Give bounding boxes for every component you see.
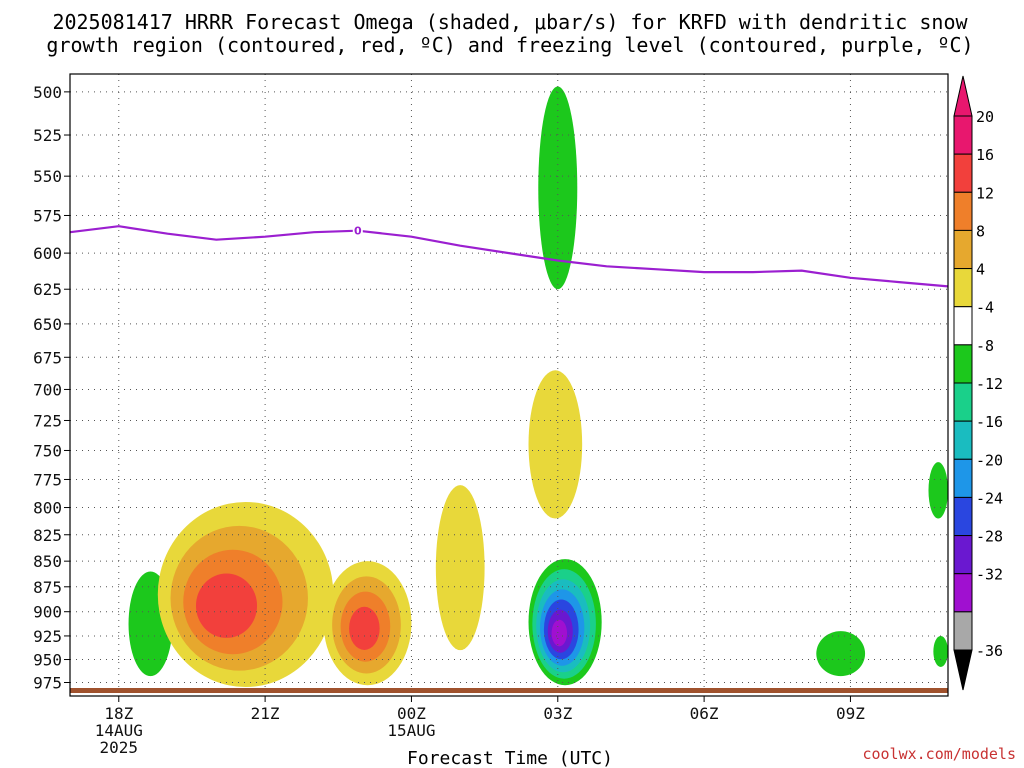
omega-band-4-0	[528, 370, 583, 519]
y-tick-label: 600	[33, 244, 62, 263]
chart-title-line2: growth region (contoured, red, ºC) and f…	[46, 33, 973, 57]
y-tick-label: 875	[33, 578, 62, 597]
omega-feature-6	[528, 559, 602, 686]
x-tick-label: 03Z	[543, 704, 572, 723]
colorbar-swatch	[953, 268, 973, 308]
omega-feature-1	[157, 501, 334, 688]
plot-area: 0	[69, 73, 949, 697]
colorbar-swatch	[953, 496, 973, 537]
omega-shading	[128, 86, 949, 688]
y-tick-label: 800	[33, 499, 62, 518]
colorbar-swatch	[953, 229, 973, 270]
colorbar: 20 16 12 8 4 -4 -8 -12 -16 -20 -24 -28 -32 -36	[953, 75, 1003, 691]
omega-feature-7	[928, 462, 948, 519]
omega-feature-8	[816, 631, 866, 677]
omega-band-2-3	[349, 606, 380, 650]
chart-title-line1: 2025081417 HRRR Forecast Omega (shaded, …	[52, 10, 968, 34]
colorbar-label: -12	[976, 375, 1003, 393]
omega-band-5-0	[538, 86, 578, 290]
ground-strip	[70, 688, 948, 693]
colorbar-swatch	[953, 611, 973, 651]
omega-feature-4	[528, 370, 583, 519]
x-tick-label: 09Z	[836, 704, 865, 723]
y-tick-label: 775	[33, 470, 62, 489]
omega-band-9-0	[933, 635, 949, 667]
colorbar-swatch	[953, 382, 973, 422]
freezing-level-line	[69, 225, 949, 288]
omega-band-6-6	[551, 619, 568, 647]
y-tick-label: 925	[33, 627, 62, 646]
y-tick-label: 850	[33, 552, 62, 571]
colorbar-swatch	[953, 306, 973, 346]
colorbar-label: -8	[976, 337, 994, 355]
x-tick-label: 21Z	[251, 704, 280, 723]
omega-band-7-0	[928, 462, 948, 519]
freezing-level-label: 0	[354, 225, 362, 238]
colorbar-label: -24	[976, 489, 1003, 507]
colorbar-label: -36	[976, 642, 1003, 660]
colorbar-label: -32	[976, 566, 1003, 584]
x-tick-label: 00Z	[397, 704, 426, 723]
colorbar-label: 12	[976, 184, 994, 202]
freezing-label-bg	[352, 223, 363, 237]
y-tick-label: 725	[33, 411, 62, 430]
colorbar-under-arrow	[953, 649, 973, 691]
omega-band-8-0	[816, 631, 866, 677]
y-tick-label: 975	[33, 673, 62, 692]
y-tick-label: 550	[33, 167, 62, 186]
omega-band-3-0	[435, 485, 485, 651]
omega-feature-9	[933, 635, 949, 667]
credit-text: coolwx.com/models	[862, 745, 1016, 763]
x-tick-label: 06Z	[690, 704, 719, 723]
colorbar-label: 16	[976, 146, 994, 164]
colorbar-label: 8	[976, 222, 985, 240]
omega-band-1-3	[195, 573, 258, 638]
y-tick-label: 750	[33, 441, 62, 460]
y-tick-label: 700	[33, 380, 62, 399]
colorbar-swatch	[953, 458, 973, 498]
y-tick-label: 625	[33, 280, 62, 299]
colorbar-swatch	[953, 573, 973, 613]
y-tick-label: 500	[33, 83, 62, 102]
y-tick-label: 950	[33, 651, 62, 670]
y-tick-label: 575	[33, 206, 62, 225]
omega-feature-5	[538, 86, 578, 290]
colorbar-label: -20	[976, 451, 1003, 469]
freezing-level-contour: 0	[69, 223, 949, 288]
x-tick-label: 2025	[100, 738, 139, 757]
omega-feature-3	[435, 485, 485, 651]
y-tick-label: 650	[33, 315, 62, 334]
colorbar-label: -16	[976, 413, 1003, 431]
colorbar-swatch	[953, 344, 973, 384]
colorbar-label: -4	[976, 299, 994, 317]
y-tick-label: 525	[33, 126, 62, 145]
colorbar-label: 4	[976, 261, 985, 279]
y-tick-label: 900	[33, 603, 62, 622]
colorbar-swatch	[953, 420, 973, 460]
colorbar-swatch	[953, 153, 973, 193]
y-axis-ticks: 500 525 550 575 600 625 650 675 700 725 750 775 800 8…	[33, 83, 70, 692]
colorbar-over-arrow	[953, 75, 973, 117]
y-tick-label: 675	[33, 348, 62, 367]
colorbar-swatch	[953, 115, 973, 155]
colorbar-label: 20	[976, 108, 994, 126]
omega-feature-2	[323, 561, 412, 686]
y-tick-label: 825	[33, 526, 62, 545]
x-axis-label: Forecast Time (UTC)	[407, 748, 613, 768]
x-tick-label: 15AUG	[387, 721, 435, 740]
plot-frame	[69, 73, 949, 697]
x-tick-label: 18Z	[104, 704, 133, 723]
colorbar-swatch	[953, 535, 973, 575]
x-tick-label: 14AUG	[95, 721, 143, 740]
colorbar-label: -28	[976, 528, 1003, 546]
colorbar-swatch	[953, 191, 973, 231]
